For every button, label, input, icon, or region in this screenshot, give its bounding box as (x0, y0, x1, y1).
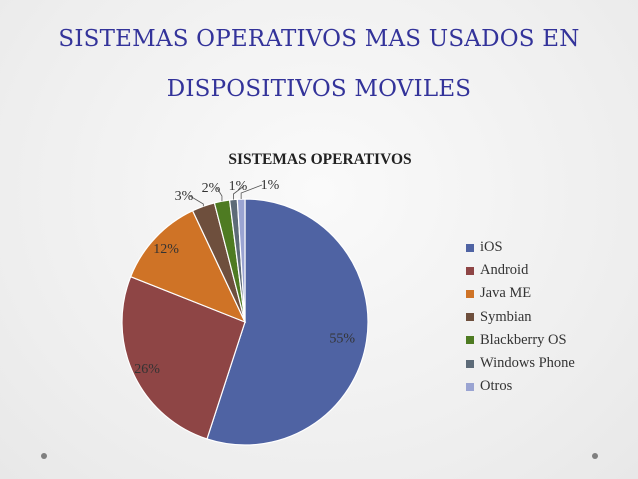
legend-label: Java ME (480, 285, 532, 302)
leader-line-windows-phone (233, 185, 245, 200)
data-label-android: 26% (134, 362, 160, 377)
legend-swatch (466, 359, 474, 368)
legend-swatch (466, 243, 474, 252)
legend-item-windows-phone: Windows Phone (466, 352, 575, 375)
slide-dot-right (592, 453, 598, 459)
legend-label: Windows Phone (480, 355, 575, 372)
slide-dot-left (41, 453, 47, 459)
slide-title-line-2: DISPOSITIVOS MOVILES (166, 76, 472, 102)
legend-item-android: Android (466, 259, 575, 282)
pie-slice-ios (206, 198, 369, 446)
legend-label: iOS (480, 239, 503, 256)
leader-line-otros (240, 184, 263, 200)
leader-line-blackberry-os (216, 187, 223, 202)
chart-legend: iOS Android Java ME Symbian Blackberry OS Win… (466, 236, 575, 398)
legend-swatch (466, 313, 474, 322)
legend-label: Blackberry OS (480, 331, 567, 348)
legend-item-blackberry-os: Blackberry OS (466, 329, 575, 352)
legend-label: Otros (480, 378, 513, 395)
legend-swatch (466, 266, 474, 275)
pie-slice-otros (236, 198, 246, 323)
legend-item-symbian: Symbian (466, 306, 575, 329)
data-label-blackberry-os: 2% (202, 181, 221, 196)
slide-title-line-1: SISTEMAS OPERATIVOS MAS USADOS EN (58, 26, 580, 52)
data-label-ios: 55% (329, 331, 355, 346)
data-label-symbian: 3% (175, 189, 194, 204)
legend-item-java-me: Java ME (466, 282, 575, 305)
legend-item-ios: iOS (466, 236, 575, 259)
legend-swatch (466, 336, 474, 345)
pie-slice-java-me (129, 209, 247, 324)
pie-slice-android (121, 275, 246, 440)
legend-swatch (466, 289, 474, 298)
legend-swatch (466, 382, 474, 391)
legend-item-otros: Otros (466, 375, 575, 398)
data-label-windows-phone: 1% (229, 179, 248, 194)
chart-title: SISTEMAS OPERATIVOS (228, 151, 411, 168)
legend-label: Android (480, 262, 529, 279)
data-label-java-me: 12% (153, 242, 179, 257)
legend-label: Symbian (480, 308, 532, 325)
data-label-otros: 1% (261, 178, 280, 193)
leader-line-symbian (189, 195, 204, 207)
